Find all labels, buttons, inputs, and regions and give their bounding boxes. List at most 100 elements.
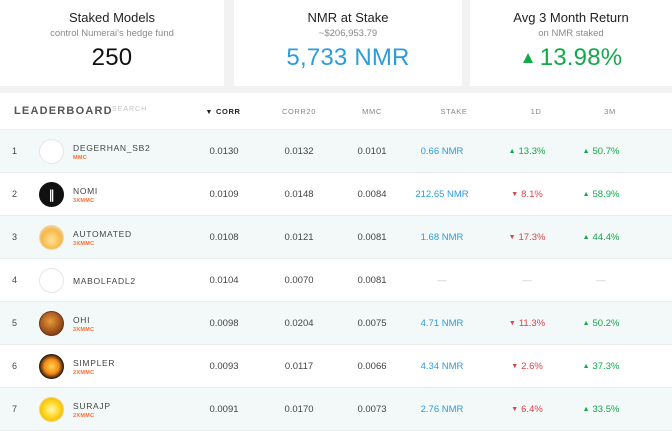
rank-cell: 6 bbox=[12, 361, 18, 371]
table-row[interactable]: 7 SURAJP 2XMMC 0.0091 0.0170 0.0073 2.76 NMR ▼ 6… bbox=[0, 388, 672, 431]
corr20-cell: 0.0204 bbox=[284, 318, 314, 329]
mmc-badge: 2XMMC bbox=[73, 370, 95, 376]
corr-cell: 0.0093 bbox=[209, 361, 239, 372]
mmc-cell: 0.0066 bbox=[357, 361, 387, 372]
column-header-3m[interactable]: 3M bbox=[604, 107, 616, 116]
column-header-stake[interactable]: STAKE bbox=[440, 107, 468, 116]
three-month-cell: ▲ 44.4% bbox=[566, 216, 636, 259]
down-triangle-icon: ▼ bbox=[508, 320, 516, 327]
model-name-link[interactable]: SIMPLER bbox=[73, 358, 116, 368]
rank-cell: 7 bbox=[12, 404, 18, 414]
sort-down-icon: ▼ bbox=[205, 109, 214, 116]
table-row[interactable]: 5 OHI 3XMMC 0.0098 0.0204 0.0075 4.71 NMR ▼ 11.3… bbox=[0, 302, 672, 345]
table-row[interactable]: 1 DEGERHAN_SB2 MMC 0.0130 0.0132 0.0101 0.66 N… bbox=[0, 130, 672, 173]
three-month-cell: ▲ 50.7% bbox=[566, 130, 636, 173]
stake-cell: 4.71 NMR bbox=[420, 318, 464, 329]
mmc-badge: MMC bbox=[73, 155, 88, 161]
card-subtitle: on NMR staked bbox=[538, 28, 604, 39]
three-month-cell: ▲ 58.9% bbox=[566, 173, 636, 216]
mmc-cell: 0.0084 bbox=[357, 189, 387, 200]
three-month-cell: ▲ 33.5% bbox=[566, 388, 636, 431]
model-name-link[interactable]: DEGERHAN_SB2 bbox=[73, 143, 151, 153]
one-day-cell: ▼ 17.3% bbox=[492, 216, 562, 259]
avatar[interactable]: ‖ bbox=[39, 182, 64, 207]
table-row[interactable]: 6 SIMPLER 2XMMC 0.0093 0.0117 0.0066 4.34 NMR ▼… bbox=[0, 345, 672, 388]
one-day-cell: ▼ 11.3% bbox=[492, 302, 562, 345]
avatar[interactable] bbox=[39, 354, 64, 379]
card-title: NMR at Stake bbox=[307, 10, 389, 25]
corr-cell: 0.0104 bbox=[209, 275, 239, 286]
staked-models-card: Staked Models control Numerai's hedge fu… bbox=[0, 0, 224, 86]
avatar[interactable] bbox=[39, 139, 64, 164]
percent-value: 2.6% bbox=[521, 361, 543, 372]
corr20-cell: 0.0132 bbox=[284, 146, 314, 157]
avg-return-card: Avg 3 Month Return on NMR staked ▲ 13.98% bbox=[470, 0, 672, 86]
card-subtitle: control Numerai's hedge fund bbox=[50, 28, 174, 39]
column-header-label: CORR bbox=[216, 107, 241, 116]
up-triangle-icon: ▲ bbox=[582, 320, 590, 327]
corr20-cell: 0.0121 bbox=[284, 232, 314, 243]
up-triangle-icon: ▲ bbox=[582, 148, 590, 155]
stake-cell: 0.66 NMR bbox=[420, 146, 464, 157]
three-month-cell: — bbox=[596, 275, 606, 286]
model-name-link[interactable]: MABOLFADL2 bbox=[73, 276, 136, 286]
card-value: 5,733 NMR bbox=[286, 44, 410, 71]
table-row[interactable]: 3 AUTOMATED 3XMMC 0.0108 0.0121 0.0081 1.68 NM… bbox=[0, 216, 672, 259]
one-day-cell: ▼ 2.6% bbox=[492, 345, 562, 388]
up-triangle-icon: ▲ bbox=[582, 234, 590, 241]
model-name-link[interactable]: NOMI bbox=[73, 186, 98, 196]
three-month-cell: ▲ 37.3% bbox=[566, 345, 636, 388]
mmc-badge: 3XMMC bbox=[73, 241, 95, 247]
model-name-link[interactable]: OHI bbox=[73, 315, 91, 325]
avatar-logo-icon: ‖ bbox=[48, 188, 55, 202]
percent-value: 11.3% bbox=[518, 318, 546, 329]
mmc-cell: 0.0073 bbox=[357, 404, 387, 415]
table-row[interactable]: 2 ‖ NOMI 3XMMC 0.0109 0.0148 0.0084 212.65 NMR ▼… bbox=[0, 173, 672, 216]
down-triangle-icon: ▼ bbox=[511, 191, 519, 198]
mmc-cell: 0.0081 bbox=[357, 275, 387, 286]
corr-cell: 0.0091 bbox=[209, 404, 239, 415]
corr-cell: 0.0108 bbox=[209, 232, 239, 243]
avatar[interactable] bbox=[39, 311, 64, 336]
table-row[interactable]: 4 MABOLFADL2 0.0104 0.0070 0.0081 — — — bbox=[0, 259, 672, 302]
card-title: Staked Models bbox=[69, 10, 155, 25]
three-month-cell: ▲ 50.2% bbox=[566, 302, 636, 345]
column-header-mmc[interactable]: MMC bbox=[362, 107, 382, 116]
avatar[interactable] bbox=[39, 397, 64, 422]
stake-cell: 1.68 NMR bbox=[420, 232, 464, 243]
percent-value: 37.3% bbox=[592, 361, 620, 372]
leaderboard-title: LEADERBOARD bbox=[14, 105, 113, 117]
avatar[interactable] bbox=[39, 268, 64, 293]
corr20-cell: 0.0148 bbox=[284, 189, 314, 200]
one-day-cell: ▼ 6.4% bbox=[492, 388, 562, 431]
mmc-badge: 2XMMC bbox=[73, 413, 95, 419]
search-input[interactable] bbox=[112, 106, 172, 113]
model-name-link[interactable]: SURAJP bbox=[73, 401, 111, 411]
stats-cards: Staked Models control Numerai's hedge fu… bbox=[0, 0, 672, 86]
stake-cell: 4.34 NMR bbox=[420, 361, 464, 372]
up-triangle-icon: ▲ bbox=[508, 148, 516, 155]
mmc-cell: 0.0101 bbox=[357, 146, 387, 157]
percent-value: 50.7% bbox=[592, 146, 620, 157]
corr20-cell: 0.0170 bbox=[284, 404, 314, 415]
column-header-corr[interactable]: ▼ CORR bbox=[200, 107, 246, 116]
corr20-cell: 0.0070 bbox=[284, 275, 314, 286]
percent-value: 50.2% bbox=[592, 318, 620, 329]
mmc-badge: 3XMMC bbox=[73, 198, 95, 204]
percent-value: 58.9% bbox=[592, 189, 620, 200]
percent-value: 17.3% bbox=[518, 232, 546, 243]
one-day-cell: — bbox=[522, 275, 532, 286]
up-triangle-icon: ▲ bbox=[582, 406, 590, 413]
mmc-badge: 3XMMC bbox=[73, 327, 95, 333]
percent-value: 13.3% bbox=[518, 146, 546, 157]
avatar[interactable] bbox=[39, 225, 64, 250]
column-header-corr20[interactable]: CORR20 bbox=[281, 107, 317, 116]
card-value: ▲ 13.98% bbox=[470, 44, 672, 72]
down-triangle-icon: ▼ bbox=[511, 406, 519, 413]
leaderboard: LEADERBOARD ▼CORR CORR20 MMC STAKE 1D 3M… bbox=[0, 93, 672, 431]
up-triangle-icon: ▲ bbox=[582, 191, 590, 198]
one-day-cell: ▲ 13.3% bbox=[492, 130, 562, 173]
column-header-1d[interactable]: 1D bbox=[530, 107, 542, 116]
model-name-link[interactable]: AUTOMATED bbox=[73, 229, 132, 239]
up-arrow-icon: ▲ bbox=[519, 48, 537, 67]
